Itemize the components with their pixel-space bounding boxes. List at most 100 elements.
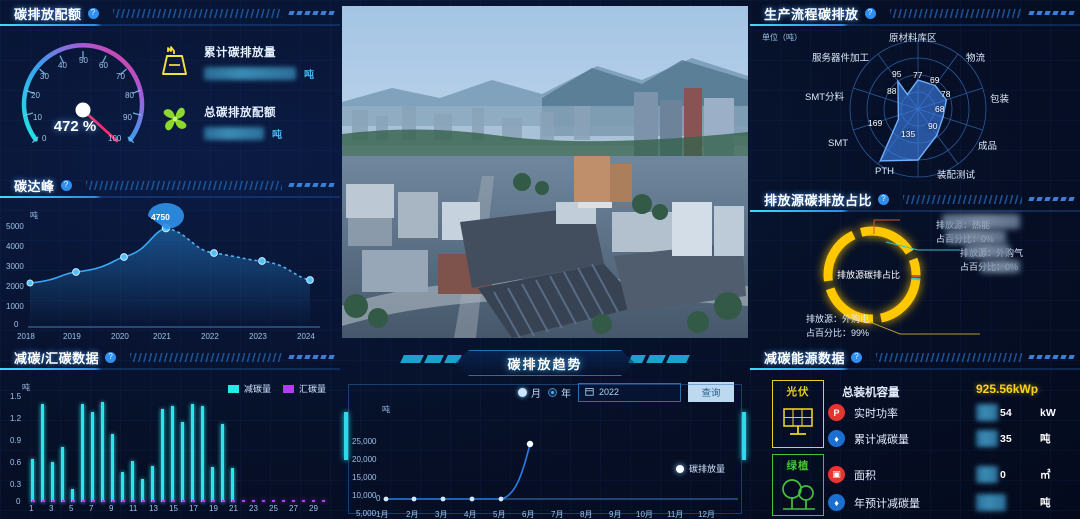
calendar-icon [585,387,594,398]
gauge-tick-100: 100 [108,134,122,143]
bar-汇碳量-29 [311,500,315,502]
energy-value-mask [976,494,1006,511]
bar-减碳量-11 [131,460,135,502]
callout-blur-1 [942,214,1020,229]
radio-year[interactable]: 年 [548,385,571,400]
bar-汇碳量-12 [141,500,145,502]
stat-unit: 吨 [304,70,314,81]
panel-title-text: 碳达峰 [14,178,55,194]
trend-legend-dot [676,464,684,473]
radar-label-smt-feeder: SMT分料 [805,92,845,103]
bar-减碳量-10 [121,472,125,502]
date-picker-input[interactable]: 2022 [578,382,681,402]
panel-title-text: 减碳能源数据 [764,350,846,366]
panel-title-bar: 排放源碳排放占比 ? [750,186,1080,212]
energy-row-unit: kW [1040,406,1056,419]
reduce-legend: 减碳量 汇碳量 [227,382,326,395]
radar-value-169: 169 [868,118,883,128]
energy-row-unit: 吨 [1040,433,1051,445]
help-icon[interactable]: ? [60,179,72,191]
radio-year-dot[interactable] [548,387,557,397]
stat-label: 累计碳排放量 [204,47,276,59]
solar-panel-icon [778,408,818,445]
panel-title-bar: 碳排放配额 ? [0,0,340,26]
peak-ytick-1000: 1000 [6,302,24,311]
trend-chart-frame [348,384,742,514]
trend-chevron-left-1 [400,355,424,363]
panel-carbon-quota: 碳排放配额 ? [0,0,340,172]
trend-legend: 碳排放量 [676,462,725,475]
radar-value-95: 95 [892,69,902,79]
reduce-xtick-17: 17 [189,504,198,513]
energy-row-label: 年预计减碳量 [854,497,920,510]
bar-减碳量-1 [31,459,35,502]
stat-label: 总碳排放配额 [204,107,276,119]
bar-汇碳量-18 [201,500,205,502]
panel-emission-source-share: 排放源碳排放占比 ? 排放源碳排占比 排放源：热能 占百分比：0% 排放源：外购… [750,186,1080,344]
energy-card-greenery: 绿植 [772,454,824,516]
peak-xtick-2018: 2018 [17,332,35,341]
stat-value-masked [204,67,296,80]
bar-汇碳量-17 [191,500,195,502]
energy-card-pv-caption: 光伏 [786,386,810,398]
energy-row-label: 面积 [854,469,876,482]
bar-汇碳量-6 [81,500,85,502]
radar-label-pth: PTH [875,166,894,177]
title-underline [750,24,1080,26]
peak-ytick-4000: 4000 [6,242,24,251]
donut-center-label: 排放源碳排占比 [837,270,901,280]
total-capacity-label: 总装机容量 [842,387,900,399]
bar-汇碳量-23 [251,500,255,502]
help-icon[interactable]: ? [87,7,99,19]
energy-value-mask [976,466,998,483]
radar-label-finished: 成品 [978,141,998,152]
peak-xtick-2019: 2019 [63,332,81,341]
title-hatch-decoration [130,352,282,362]
bar-减碳量-16 [181,422,185,502]
radar-label-server-proc: 服务器件加工 [812,53,870,64]
trend-controls: 月 年 2022 查询 [518,382,734,402]
title-dots-decoration [1028,355,1075,359]
reduce-xtick-3: 3 [49,504,54,513]
reduce-xtick-11: 11 [129,504,138,513]
trend-ytick-0: 0 [376,494,381,503]
bar-减碳量-5 [71,489,75,502]
help-icon[interactable]: ? [105,351,117,363]
help-icon[interactable]: ? [864,7,876,19]
help-icon[interactable]: ? [878,193,890,205]
bar-汇碳量-28 [301,500,305,502]
reduce-xtick-29: 29 [309,504,318,513]
total-capacity-value: 925.56kWp [976,382,1039,396]
panel-process-emission: 生产流程碳排放 ? 单位（吨） [750,0,1080,186]
reduce-y-unit: 吨 [22,383,30,392]
energy-row-unit: ㎡ [1040,469,1051,481]
panel-title-text: 排放源碳排放占比 [764,192,873,208]
trend-xtick-6: 6月 [522,510,535,519]
reduce-ytick-1.2: 1.2 [10,414,22,423]
bar-汇碳量-26 [281,500,285,502]
trend-chevron-left-2 [424,355,444,363]
radio-month[interactable]: 月 [518,385,541,400]
energy-row-realtime-power: P 实时功率 54 kW [828,404,1066,421]
peak-y-unit: 吨 [30,211,38,220]
query-button[interactable]: 查询 [688,382,734,402]
bar-减碳量-19 [211,467,215,502]
energy-value-mask [976,404,998,421]
panel-site-aerial-photo [340,0,750,344]
radio-month-dot[interactable] [518,387,527,397]
reduce-xtick-1: 1 [29,504,34,513]
trend-xtick-12: 12月 [698,510,715,519]
bar-减碳量-6 [81,404,85,502]
bar-减碳量-3 [51,462,55,502]
tree-icon [777,479,819,517]
bar-减碳量-4 [61,447,65,502]
radar-unit-label: 单位（吨） [762,33,802,42]
date-picker-value: 2022 [599,387,620,397]
reduce-xtick-5: 5 [69,504,74,513]
help-icon[interactable]: ? [851,351,863,363]
radar-value-77: 77 [913,70,923,80]
panel-title-bar: 减碳/汇碳数据 ? [0,344,340,370]
title-underline [0,24,340,26]
radar-value-78: 78 [941,89,951,99]
